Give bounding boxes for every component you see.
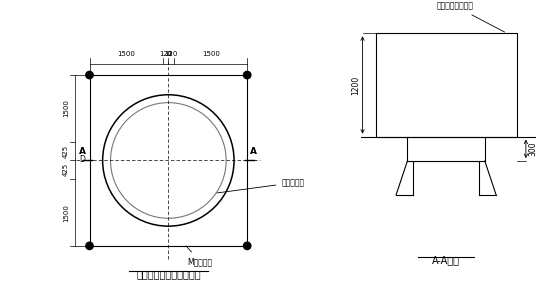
Text: 120: 120 [158, 51, 172, 57]
Bar [90, 75, 247, 246]
Text: 1500: 1500 [202, 51, 220, 57]
Text: A: A [80, 147, 86, 156]
Text: A-A剖面: A-A剖面 [432, 255, 460, 265]
Text: 120: 120 [165, 51, 178, 57]
Bar [376, 33, 516, 137]
Text: 1500: 1500 [63, 204, 69, 222]
Text: 300: 300 [529, 142, 538, 156]
Circle shape [244, 242, 251, 250]
Text: 人工挖孔桩: 人工挖孔桩 [217, 178, 305, 193]
Circle shape [244, 71, 251, 79]
Text: 425: 425 [63, 145, 69, 158]
Text: 人工挖孔桩井口安全防护: 人工挖孔桩井口安全防护 [136, 270, 200, 279]
Text: 0: 0 [166, 51, 171, 57]
Text: 1500: 1500 [63, 99, 69, 117]
Text: 1500: 1500 [117, 51, 135, 57]
Text: 1200: 1200 [351, 75, 360, 95]
Text: M（锚固）: M（锚固） [186, 246, 212, 266]
Text: 425: 425 [63, 163, 69, 176]
Text: A: A [250, 147, 258, 156]
Circle shape [86, 242, 93, 250]
Text: 钢筋砼井口安全围: 钢筋砼井口安全围 [437, 2, 505, 32]
Text: D: D [80, 155, 86, 164]
Circle shape [86, 71, 93, 79]
